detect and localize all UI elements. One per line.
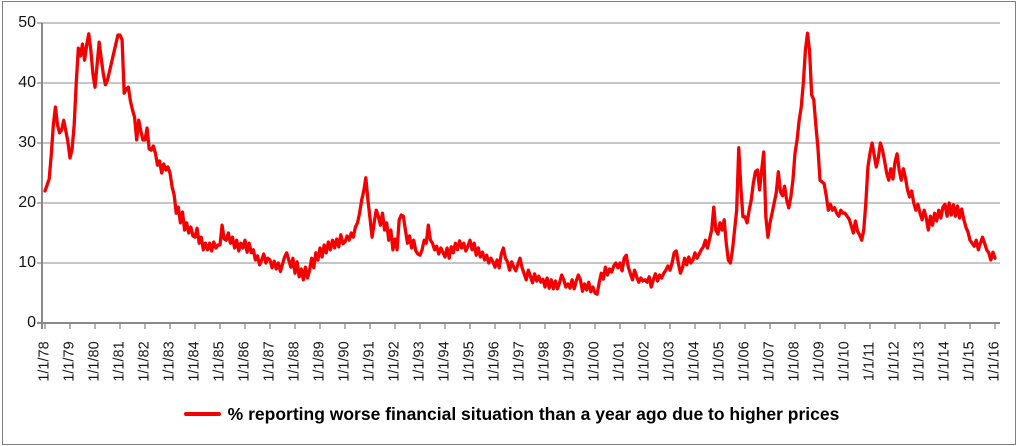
x-axis-tick-label: 1/1/98 bbox=[536, 341, 553, 382]
x-axis-tick-label: 1/1/97 bbox=[511, 341, 528, 382]
x-axis-tick-label: 1/1/16 bbox=[986, 341, 1003, 382]
x-axis-tick-label: 1/1/92 bbox=[386, 341, 403, 382]
x-axis-tick-label: 1/1/03 bbox=[661, 341, 678, 382]
legend-line-swatch bbox=[183, 412, 221, 416]
y-axis-tick-label: 50 bbox=[18, 14, 36, 31]
x-axis-tick-label: 1/1/85 bbox=[211, 341, 228, 382]
x-axis-tick-label: 1/1/86 bbox=[236, 341, 253, 382]
x-axis-tick-label: 1/1/11 bbox=[861, 341, 878, 382]
y-axis-tick-label: 0 bbox=[27, 314, 36, 331]
data-series-line bbox=[43, 31, 997, 296]
x-axis-tick-label: 1/1/84 bbox=[186, 341, 203, 382]
x-axis-tick-label: 1/1/07 bbox=[761, 341, 778, 382]
y-axis-tick-label: 20 bbox=[18, 194, 36, 211]
x-axis-tick-label: 1/1/94 bbox=[436, 341, 453, 382]
x-axis-tick-label: 1/1/96 bbox=[486, 341, 503, 382]
x-axis-tick-label: 1/1/82 bbox=[136, 341, 153, 382]
x-axis-tick-label: 1/1/05 bbox=[711, 341, 728, 382]
x-axis-tick-label: 1/1/06 bbox=[736, 341, 753, 382]
x-axis-tick-label: 1/1/78 bbox=[36, 341, 53, 382]
x-axis-tick-label: 1/1/88 bbox=[286, 341, 303, 382]
x-axis-tick-label: 1/1/02 bbox=[636, 341, 653, 382]
x-axis-tick-label: 1/1/14 bbox=[936, 341, 953, 382]
y-axis-tick-label: 40 bbox=[18, 74, 36, 91]
x-axis-tick-label: 1/1/09 bbox=[811, 341, 828, 382]
x-axis-tick-label: 1/1/89 bbox=[311, 341, 328, 382]
x-axis-tick-label: 1/1/12 bbox=[886, 341, 903, 382]
legend-label: % reporting worse financial situation th… bbox=[227, 403, 840, 424]
x-axis-tick-label: 1/1/13 bbox=[911, 341, 928, 382]
x-axis-tick-label: 1/1/80 bbox=[86, 341, 103, 382]
x-axis-tick-label: 1/1/87 bbox=[261, 341, 278, 382]
x-axis-tick-label: 1/1/93 bbox=[411, 341, 428, 382]
legend: % reporting worse financial situation th… bbox=[0, 401, 1023, 427]
x-axis-tick-label: 1/1/79 bbox=[61, 341, 78, 382]
x-axis-tick-label: 1/1/81 bbox=[111, 341, 128, 382]
x-axis-tick-label: 1/1/99 bbox=[561, 341, 578, 382]
x-axis-tick-label: 1/1/15 bbox=[961, 341, 978, 382]
x-axis-tick-label: 1/1/04 bbox=[686, 341, 703, 382]
x-axis-tick-label: 1/1/95 bbox=[461, 341, 478, 382]
x-axis-tick-label: 1/1/90 bbox=[336, 341, 353, 382]
x-axis-tick-label: 1/1/10 bbox=[836, 341, 853, 382]
y-axis-tick-label: 30 bbox=[18, 134, 36, 151]
x-axis-tick-label: 1/1/08 bbox=[786, 341, 803, 382]
x-axis-tick-label: 1/1/01 bbox=[611, 341, 628, 382]
x-axis-tick-label: 1/1/91 bbox=[361, 341, 378, 382]
y-axis-tick-label: 10 bbox=[18, 254, 36, 271]
x-axis-tick-label: 1/1/83 bbox=[161, 341, 178, 382]
x-axis-tick-label: 1/1/00 bbox=[586, 341, 603, 382]
